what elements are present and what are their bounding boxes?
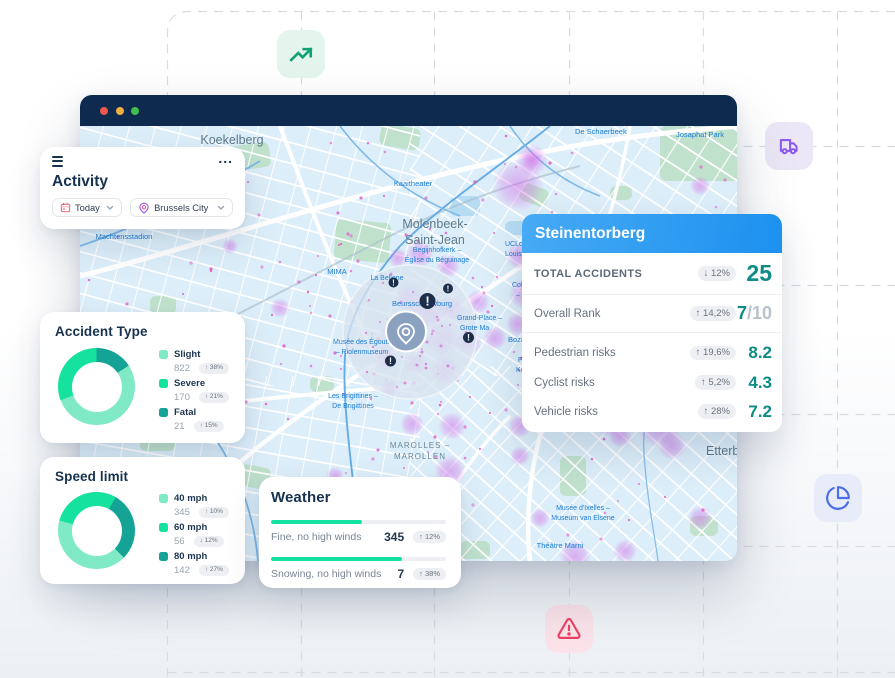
svg-text:De Brigittines: De Brigittines <box>332 403 374 410</box>
svg-text:Grote Ma: Grote Ma <box>460 325 489 332</box>
svg-text:Musée d'Ixelles –: Musée d'Ixelles – <box>556 505 610 512</box>
svg-text:Théâtre Marni: Théâtre Marni <box>537 541 584 550</box>
svg-text:Musée des Égouts: Musée des Égouts <box>333 337 391 346</box>
svg-text:Josaphat Park: Josaphat Park <box>676 130 724 139</box>
svg-text:Grand-Place –: Grand-Place – <box>457 315 502 322</box>
svg-text:Begijnhofkerk –: Begijnhofkerk – <box>413 247 461 254</box>
svg-text:!: ! <box>389 356 392 366</box>
svg-text:Saint-Jean: Saint-Jean <box>405 233 465 247</box>
svg-text:Etterb: Etterb <box>706 444 737 458</box>
svg-text:!: ! <box>425 293 429 308</box>
svg-text:MIMA: MIMA <box>327 267 347 276</box>
svg-text:MAROLLEN: MAROLLEN <box>394 452 446 461</box>
svg-text:Museum van Elsene: Museum van Elsene <box>551 515 615 522</box>
svg-text:De Schaerbeek: De Schaerbeek <box>575 127 627 136</box>
svg-text:Machtensstadion: Machtensstadion <box>96 232 153 241</box>
svg-text:Molenbeek-: Molenbeek- <box>402 217 467 231</box>
svg-text:!: ! <box>467 333 470 343</box>
svg-text:MAROLLES –: MAROLLES – <box>390 441 450 450</box>
svg-text:La Bellone: La Bellone <box>370 275 403 282</box>
svg-text:Bozar: Bozar <box>508 335 528 344</box>
svg-text:Les Brigittines –: Les Brigittines – <box>328 393 378 400</box>
svg-text:– Riolenmuseum: – Riolenmuseum <box>336 349 389 356</box>
svg-text:Kaaitheater: Kaaitheater <box>394 179 433 188</box>
svg-text:!: ! <box>447 284 450 293</box>
svg-text:!: ! <box>392 278 395 287</box>
svg-text:Koekelberg: Koekelberg <box>200 133 263 147</box>
svg-text:Église du Béguinage: Église du Béguinage <box>405 255 469 264</box>
